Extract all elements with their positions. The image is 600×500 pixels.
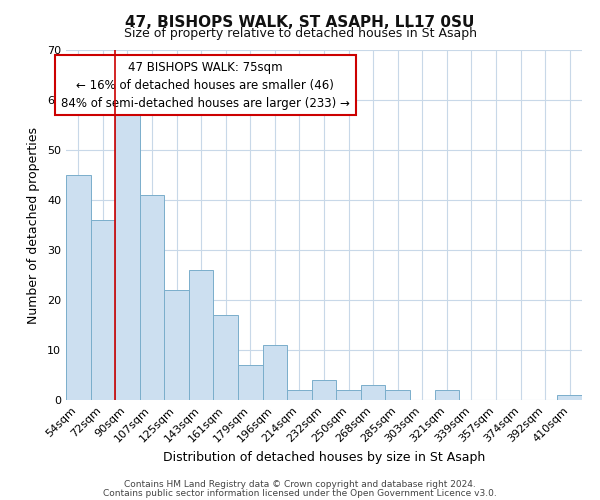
Bar [336,390,361,400]
Bar [385,390,410,400]
Bar [557,395,582,400]
Text: 47, BISHOPS WALK, ST ASAPH, LL17 0SU: 47, BISHOPS WALK, ST ASAPH, LL17 0SU [125,15,475,30]
Bar [312,380,336,400]
Text: Contains HM Land Registry data © Crown copyright and database right 2024.: Contains HM Land Registry data © Crown c… [124,480,476,489]
Text: Size of property relative to detached houses in St Asaph: Size of property relative to detached ho… [124,28,476,40]
Bar [189,270,214,400]
Bar [361,385,385,400]
Bar [287,390,312,400]
Bar [238,365,263,400]
Bar [91,220,115,400]
Text: Contains public sector information licensed under the Open Government Licence v3: Contains public sector information licen… [103,488,497,498]
X-axis label: Distribution of detached houses by size in St Asaph: Distribution of detached houses by size … [163,450,485,464]
Y-axis label: Number of detached properties: Number of detached properties [27,126,40,324]
Bar [115,110,140,400]
Bar [214,315,238,400]
Text: 47 BISHOPS WALK: 75sqm
← 16% of detached houses are smaller (46)
84% of semi-det: 47 BISHOPS WALK: 75sqm ← 16% of detached… [61,60,350,110]
Bar [66,175,91,400]
Bar [263,345,287,400]
Bar [434,390,459,400]
Bar [164,290,189,400]
Bar [140,195,164,400]
